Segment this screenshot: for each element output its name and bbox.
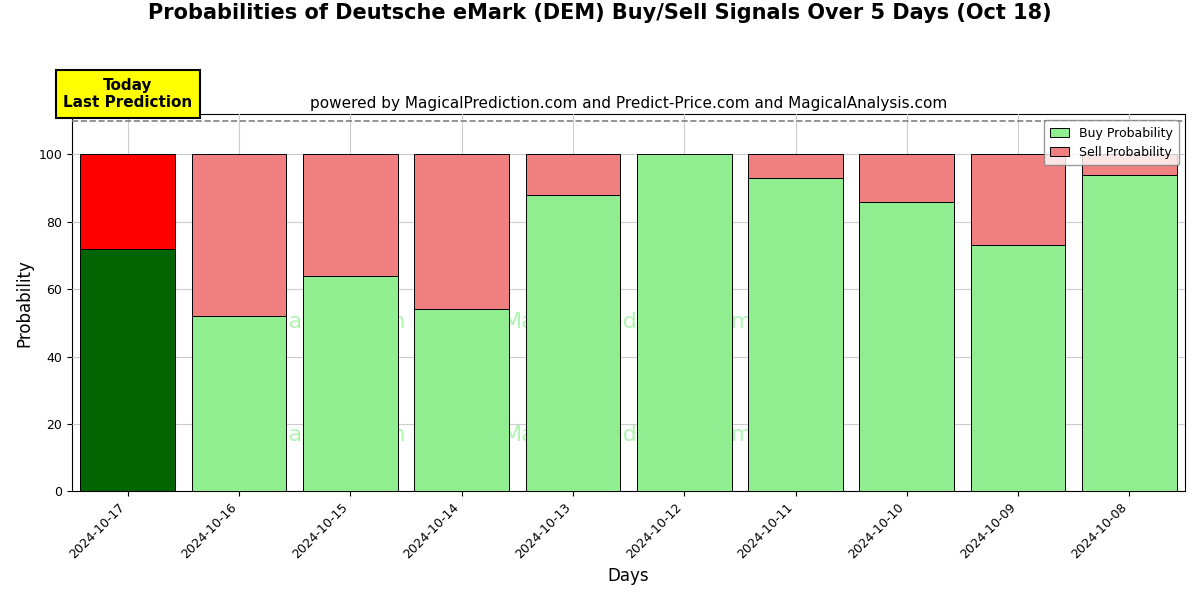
Text: MagicalPrediction.com: MagicalPrediction.com xyxy=(503,311,754,332)
Text: Probabilities of Deutsche eMark (DEM) Buy/Sell Signals Over 5 Days (Oct 18): Probabilities of Deutsche eMark (DEM) Bu… xyxy=(148,3,1052,23)
Legend: Buy Probability, Sell Probability: Buy Probability, Sell Probability xyxy=(1044,120,1178,165)
Text: calAnalysis.com: calAnalysis.com xyxy=(228,425,407,445)
Bar xyxy=(192,154,287,316)
Bar xyxy=(192,316,287,491)
Bar xyxy=(526,195,620,491)
Bar xyxy=(971,245,1066,491)
Bar xyxy=(80,154,175,249)
Bar xyxy=(80,249,175,491)
Bar xyxy=(304,275,397,491)
Bar xyxy=(859,202,954,491)
Bar xyxy=(414,310,509,491)
Y-axis label: Probability: Probability xyxy=(16,259,34,347)
Bar xyxy=(414,154,509,310)
Bar xyxy=(304,154,397,275)
Bar xyxy=(637,154,732,491)
Bar xyxy=(749,178,842,491)
X-axis label: Days: Days xyxy=(607,567,649,585)
Title: powered by MagicalPrediction.com and Predict-Price.com and MagicalAnalysis.com: powered by MagicalPrediction.com and Pre… xyxy=(310,97,947,112)
Bar xyxy=(1082,175,1177,491)
Bar xyxy=(526,154,620,195)
Bar xyxy=(859,154,954,202)
Bar xyxy=(1082,154,1177,175)
Text: Today
Last Prediction: Today Last Prediction xyxy=(64,78,192,110)
Text: calAnalysis.com: calAnalysis.com xyxy=(228,311,407,332)
Bar xyxy=(971,154,1066,245)
Text: MagicalPrediction.com: MagicalPrediction.com xyxy=(503,425,754,445)
Bar xyxy=(749,154,842,178)
